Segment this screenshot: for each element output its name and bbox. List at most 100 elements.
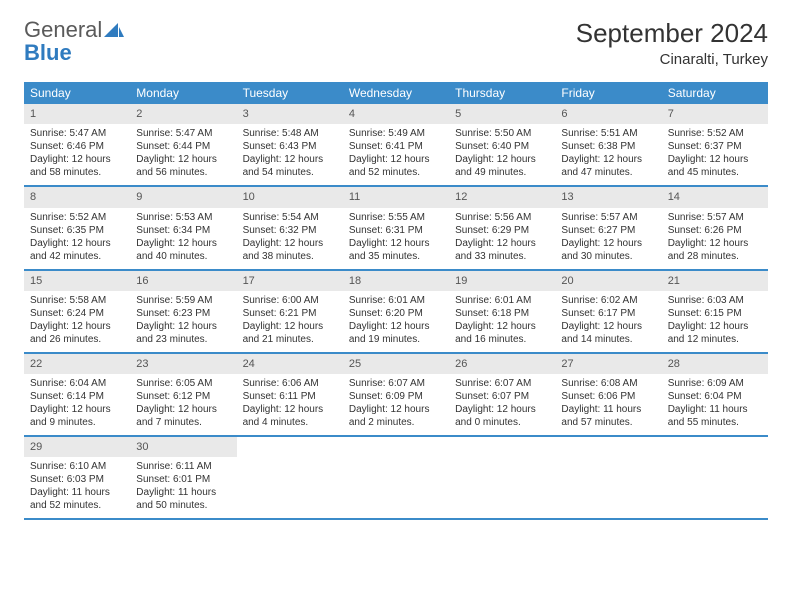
sun-info: Sunrise: 6:07 AMSunset: 6:09 PMDaylight:…	[343, 377, 449, 429]
calendar-day-cell: 28Sunrise: 6:09 AMSunset: 6:04 PMDayligh…	[662, 354, 768, 435]
sunset-text: Sunset: 6:46 PM	[30, 140, 124, 153]
location: Cinaralti, Turkey	[576, 51, 768, 68]
calendar-day-cell: 20 Sunrise: 6:02 AMSunset: 6:17 PMDayligh…	[555, 271, 661, 352]
daylight-text: Daylight: 12 hours and 56 minutes.	[136, 153, 230, 179]
sunset-text: Sunset: 6:44 PM	[136, 140, 230, 153]
day-number: 2	[130, 104, 236, 124]
day-number: 15	[24, 271, 130, 291]
calendar-day-cell: 8Sunrise: 5:52 AMSunset: 6:35 PMDaylight…	[24, 187, 130, 268]
sun-info: Sunrise: 6:10 AMSunset: 6:03 PMDaylight:…	[24, 460, 130, 512]
sun-info: Sunrise: 5:50 AMSunset: 6:40 PMDaylight:…	[449, 127, 555, 179]
calendar-week: 8 Sunrise: 5:52 AMSunset: 6:35 PM Daylight…	[24, 187, 768, 270]
sunrise-text: Sunrise: 6:00 AM	[243, 294, 337, 307]
daylight-text: Daylight: 12 hours and 30 minutes.	[561, 237, 655, 263]
sunrise-text: Sunrise: 6:11 AM	[136, 460, 230, 473]
day-number: 19	[449, 271, 555, 291]
sunrise-text: Sunrise: 6:01 AM	[349, 294, 443, 307]
sun-info: Sunrise: 6:03 AMSunset: 6:15 PMDaylight:…	[662, 294, 768, 346]
sunset-text: Sunset: 6:31 PM	[349, 224, 443, 237]
sunrise-text: Sunrise: 5:57 AM	[561, 211, 655, 224]
day-number: 9	[130, 187, 236, 207]
calendar-day-cell: 23 Sunrise: 6:05 AMSunset: 6:12 PMDayligh…	[130, 354, 236, 435]
day-number: 21	[662, 271, 768, 291]
sunset-text: Sunset: 6:01 PM	[136, 473, 230, 486]
calendar-day-cell: 10Sunrise: 5:54 AMSunset: 6:32 PMDayligh…	[237, 187, 343, 268]
day-number: 8	[24, 187, 130, 207]
sunset-text: Sunset: 6:37 PM	[668, 140, 762, 153]
calendar-day-cell	[662, 437, 768, 518]
calendar-day-cell: 2 Sunrise: 5:47 AMSunset: 6:44 PMDaylight…	[130, 104, 236, 185]
daylight-text: Daylight: 12 hours and 26 minutes.	[30, 320, 124, 346]
sun-info: Sunrise: 5:53 AMSunset: 6:34 PMDaylight:…	[130, 211, 236, 263]
sun-info: Sunrise: 5:55 AMSunset: 6:31 PMDaylight:…	[343, 211, 449, 263]
sun-info: Sunrise: 5:47 AMSunset: 6:44 PMDaylight:…	[130, 127, 236, 179]
calendar-day-cell	[237, 437, 343, 518]
sun-info: Sunrise: 6:02 AMSunset: 6:17 PMDaylight:…	[555, 294, 661, 346]
daylight-text: Daylight: 12 hours and 28 minutes.	[668, 237, 762, 263]
weekday-header-row: Sunday Monday Tuesday Wednesday Thursday…	[24, 82, 768, 104]
sun-info: Sunrise: 6:07 AMSunset: 6:07 PMDaylight:…	[449, 377, 555, 429]
calendar-day-cell: 7 Sunrise: 5:52 AMSunset: 6:37 PMDaylight…	[662, 104, 768, 185]
sunrise-text: Sunrise: 6:06 AM	[243, 377, 337, 390]
sun-info: Sunrise: 6:05 AMSunset: 6:12 PMDaylight:…	[130, 377, 236, 429]
sunrise-text: Sunrise: 5:52 AM	[30, 211, 124, 224]
calendar-grid: 1Sunrise: 5:47 AMSunset: 6:46 PMDaylight…	[24, 104, 768, 520]
sun-info: Sunrise: 6:08 AMSunset: 6:06 PMDaylight:…	[555, 377, 661, 429]
calendar-day-cell: 12Sunrise: 5:56 AMSunset: 6:29 PMDayligh…	[449, 187, 555, 268]
calendar-day-cell: 27 Sunrise: 6:08 AMSunset: 6:06 PMDayligh…	[555, 354, 661, 435]
day-number: 27	[555, 354, 661, 374]
sunrise-text: Sunrise: 6:08 AM	[561, 377, 655, 390]
sunset-text: Sunset: 6:21 PM	[243, 307, 337, 320]
calendar-day-cell: 11Sunrise: 5:55 AMSunset: 6:31 PMDayligh…	[343, 187, 449, 268]
sun-info: Sunrise: 5:59 AMSunset: 6:23 PMDaylight:…	[130, 294, 236, 346]
sun-info: Sunrise: 5:54 AMSunset: 6:32 PMDaylight:…	[237, 211, 343, 263]
sunrise-text: Sunrise: 5:50 AM	[455, 127, 549, 140]
sunrise-text: Sunrise: 6:10 AM	[30, 460, 124, 473]
calendar-week: 29Sunrise: 6:10 AMSunset: 6:03 PMDayligh…	[24, 437, 768, 520]
calendar-day-cell: 15 Sunrise: 5:58 AMSunset: 6:24 PMDayligh…	[24, 271, 130, 352]
sun-info: Sunrise: 5:58 AMSunset: 6:24 PMDaylight:…	[24, 294, 130, 346]
calendar-week: 1Sunrise: 5:47 AMSunset: 6:46 PMDaylight…	[24, 104, 768, 187]
sunrise-text: Sunrise: 5:48 AM	[243, 127, 337, 140]
sunset-text: Sunset: 6:18 PM	[455, 307, 549, 320]
daylight-text: Daylight: 12 hours and 40 minutes.	[136, 237, 230, 263]
daylight-text: Daylight: 12 hours and 33 minutes.	[455, 237, 549, 263]
sunrise-text: Sunrise: 6:03 AM	[668, 294, 762, 307]
calendar-day-cell: 18Sunrise: 6:01 AMSunset: 6:20 PMDayligh…	[343, 271, 449, 352]
daylight-text: Daylight: 12 hours and 58 minutes.	[30, 153, 124, 179]
sunrise-text: Sunrise: 5:52 AM	[668, 127, 762, 140]
day-number: 7	[662, 104, 768, 124]
daylight-text: Daylight: 12 hours and 9 minutes.	[30, 403, 124, 429]
daylight-text: Daylight: 12 hours and 16 minutes.	[455, 320, 549, 346]
daylight-text: Daylight: 12 hours and 49 minutes.	[455, 153, 549, 179]
sunset-text: Sunset: 6:17 PM	[561, 307, 655, 320]
day-number: 1	[24, 104, 130, 124]
calendar-day-cell: 19 Sunrise: 6:01 AMSunset: 6:18 PMDayligh…	[449, 271, 555, 352]
calendar-day-cell: 9 Sunrise: 5:53 AMSunset: 6:34 PMDaylight…	[130, 187, 236, 268]
sunrise-text: Sunrise: 5:54 AM	[243, 211, 337, 224]
sunset-text: Sunset: 6:07 PM	[455, 390, 549, 403]
daylight-text: Daylight: 12 hours and 4 minutes.	[243, 403, 337, 429]
day-number: 22	[24, 354, 130, 374]
sunrise-text: Sunrise: 5:53 AM	[136, 211, 230, 224]
day-number: 6	[555, 104, 661, 124]
sun-info: Sunrise: 5:56 AMSunset: 6:29 PMDaylight:…	[449, 211, 555, 263]
daylight-text: Daylight: 11 hours and 52 minutes.	[30, 486, 124, 512]
logo-word-blue: Blue	[24, 40, 72, 65]
day-number: 16	[130, 271, 236, 291]
daylight-text: Daylight: 12 hours and 45 minutes.	[668, 153, 762, 179]
daylight-text: Daylight: 11 hours and 57 minutes.	[561, 403, 655, 429]
sun-info: Sunrise: 6:06 AMSunset: 6:11 PMDaylight:…	[237, 377, 343, 429]
daylight-text: Daylight: 12 hours and 54 minutes.	[243, 153, 337, 179]
sun-info: Sunrise: 6:04 AMSunset: 6:14 PMDaylight:…	[24, 377, 130, 429]
sunset-text: Sunset: 6:32 PM	[243, 224, 337, 237]
day-number: 5	[449, 104, 555, 124]
day-number: 23	[130, 354, 236, 374]
day-number: 20	[555, 271, 661, 291]
sun-info: Sunrise: 6:11 AMSunset: 6:01 PMDaylight:…	[130, 460, 236, 512]
sunrise-text: Sunrise: 6:09 AM	[668, 377, 762, 390]
sunrise-text: Sunrise: 6:01 AM	[455, 294, 549, 307]
calendar-day-cell: 17Sunrise: 6:00 AMSunset: 6:21 PMDayligh…	[237, 271, 343, 352]
calendar-day-cell	[555, 437, 661, 518]
sunset-text: Sunset: 6:35 PM	[30, 224, 124, 237]
